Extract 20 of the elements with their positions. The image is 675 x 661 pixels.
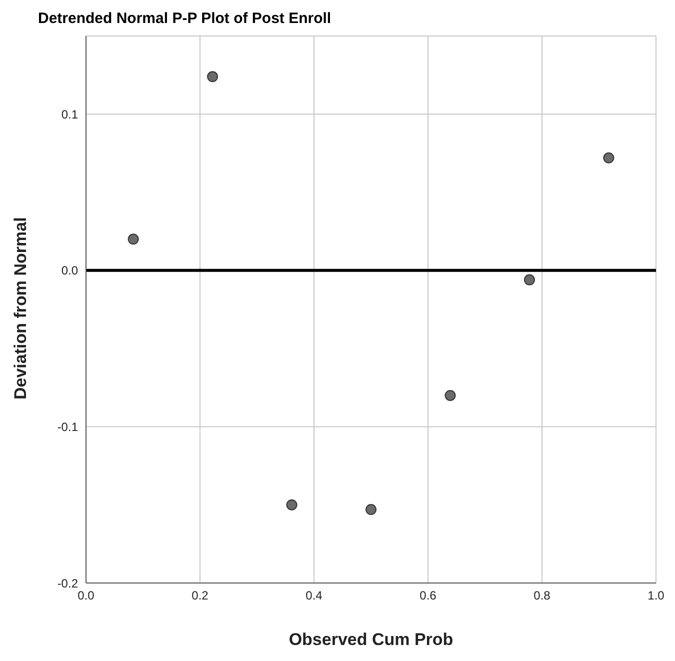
chart-title: Detrended Normal P-P Plot of Post Enroll <box>38 10 332 27</box>
point <box>128 234 139 245</box>
x-tick-label: 1.0 <box>648 588 665 603</box>
point <box>444 390 456 401</box>
x-axis-title: Observed Cum Prob <box>288 630 454 649</box>
x-tick-label: 0.2 <box>192 588 209 603</box>
point <box>524 274 535 286</box>
y-tick-label: -0.1 <box>57 420 78 434</box>
x-tick-label: 0.8 <box>534 588 551 603</box>
point <box>366 504 376 516</box>
y-tick-label: 0.0 <box>61 264 78 278</box>
y-tick-label: -0.2 <box>57 576 78 590</box>
y-axis-title: Deviation from Normal <box>11 217 30 400</box>
x-tick-label: 0.0 <box>78 588 95 603</box>
point <box>207 71 218 82</box>
x-tick-label: 0.6 <box>420 588 437 603</box>
point <box>603 152 614 164</box>
point <box>286 499 298 510</box>
y-tick-label: 0.1 <box>61 107 78 122</box>
x-tick-label: 0.4 <box>306 588 323 603</box>
